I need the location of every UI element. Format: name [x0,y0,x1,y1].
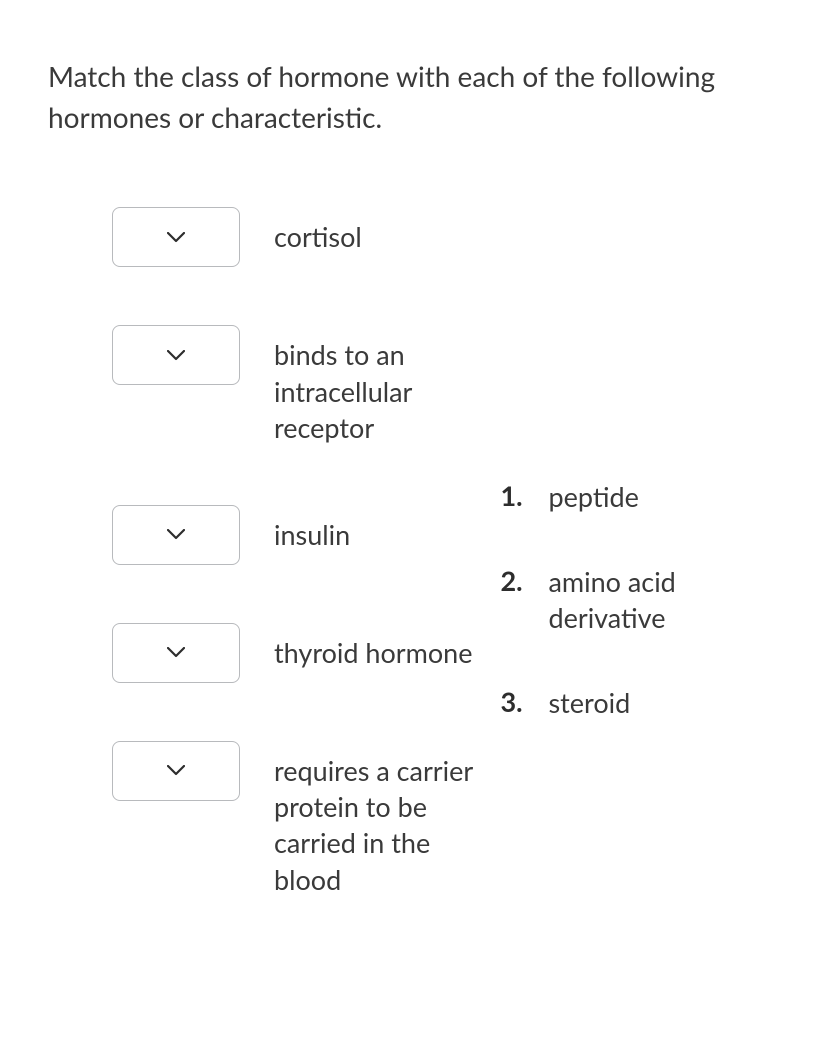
match-row: cortisol [112,207,492,267]
match-label: requires a carrier protein to be carried… [240,741,492,899]
question-text: Match the class of hormone with each of … [48,56,788,137]
option-text: amino acid derivative [540,564,788,637]
match-row: requires a carrier protein to be carried… [112,741,492,899]
option-row: 1. peptide [500,479,788,515]
option-number: 2. [500,564,540,597]
match-row: binds to an intracellular receptor [112,325,492,446]
match-row: insulin [112,505,492,565]
chevron-down-icon [167,647,185,658]
chevron-down-icon [167,529,185,540]
chevron-down-icon [167,765,185,776]
options-column: 1. peptide 2. amino acid derivative 3. s… [492,207,788,769]
dropdown-intracellular[interactable] [112,325,240,385]
chevron-down-icon [167,350,185,361]
option-text: peptide [540,479,638,515]
dropdown-insulin[interactable] [112,505,240,565]
chevron-down-icon [167,232,185,243]
match-row: thyroid hormone [112,623,492,683]
match-column: cortisol binds to an intracellular recep… [48,207,492,956]
option-number: 1. [500,479,540,512]
content-row: cortisol binds to an intracellular recep… [48,207,788,956]
dropdown-cortisol[interactable] [112,207,240,267]
dropdown-thyroid[interactable] [112,623,240,683]
option-number: 3. [500,685,540,718]
match-label: thyroid hormone [240,623,472,671]
option-text: steroid [540,685,630,721]
match-label: insulin [240,505,350,553]
option-row: 3. steroid [500,685,788,721]
match-label: cortisol [240,207,362,255]
match-label: binds to an intracellular receptor [240,325,492,446]
option-row: 2. amino acid derivative [500,564,788,637]
dropdown-carrier[interactable] [112,741,240,801]
